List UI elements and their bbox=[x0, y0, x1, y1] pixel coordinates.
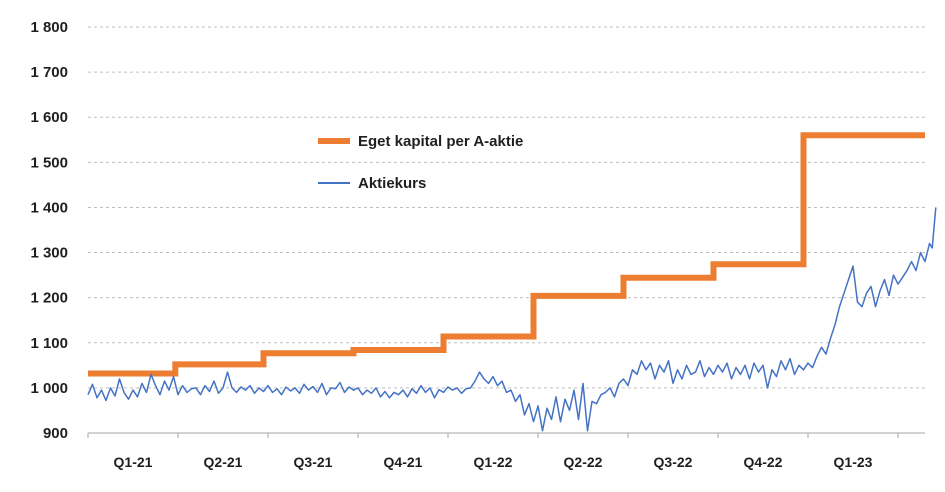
x-tick-label: Q3-22 bbox=[654, 454, 693, 470]
y-tick-label: 1 700 bbox=[30, 64, 68, 81]
series bbox=[87, 132, 937, 432]
x-tick-label: Q1-21 bbox=[114, 454, 153, 470]
series-line-eget-kapital bbox=[88, 132, 925, 377]
x-tick-label: Q3-21 bbox=[294, 454, 333, 470]
legend-label: Eget kapital per A-aktie bbox=[358, 133, 523, 150]
y-tick-label: 1 300 bbox=[30, 245, 68, 262]
x-tick-label: Q1-22 bbox=[474, 454, 513, 470]
y-tick-label: 900 bbox=[43, 425, 68, 442]
gridlines bbox=[88, 26, 925, 389]
y-tick-label: 1 600 bbox=[30, 109, 68, 126]
y-tick-label: 1 100 bbox=[30, 335, 68, 352]
y-tick-label: 1 800 bbox=[30, 19, 68, 36]
y-tick-label: 1 500 bbox=[30, 154, 68, 171]
legend-label: Aktiekurs bbox=[358, 175, 426, 192]
x-tick-label: Q4-22 bbox=[744, 454, 783, 470]
x-tick-label: Q4-21 bbox=[384, 454, 423, 470]
y-tick-label: 1 000 bbox=[30, 380, 68, 397]
legend: Eget kapital per A-aktie Aktiekurs bbox=[318, 133, 523, 192]
x-tick-label: Q1-23 bbox=[834, 454, 873, 470]
series-line-aktiekurs bbox=[87, 207, 937, 432]
y-tick-label: 1 200 bbox=[30, 290, 68, 307]
x-tick-label: Q2-21 bbox=[204, 454, 243, 470]
y-tick-label: 1 400 bbox=[30, 199, 68, 216]
axes: 900 1 000 1 100 1 200 1 300 1 400 1 500 1 600 1 … bbox=[30, 19, 925, 470]
x-tick-label: Q2-22 bbox=[564, 454, 603, 470]
